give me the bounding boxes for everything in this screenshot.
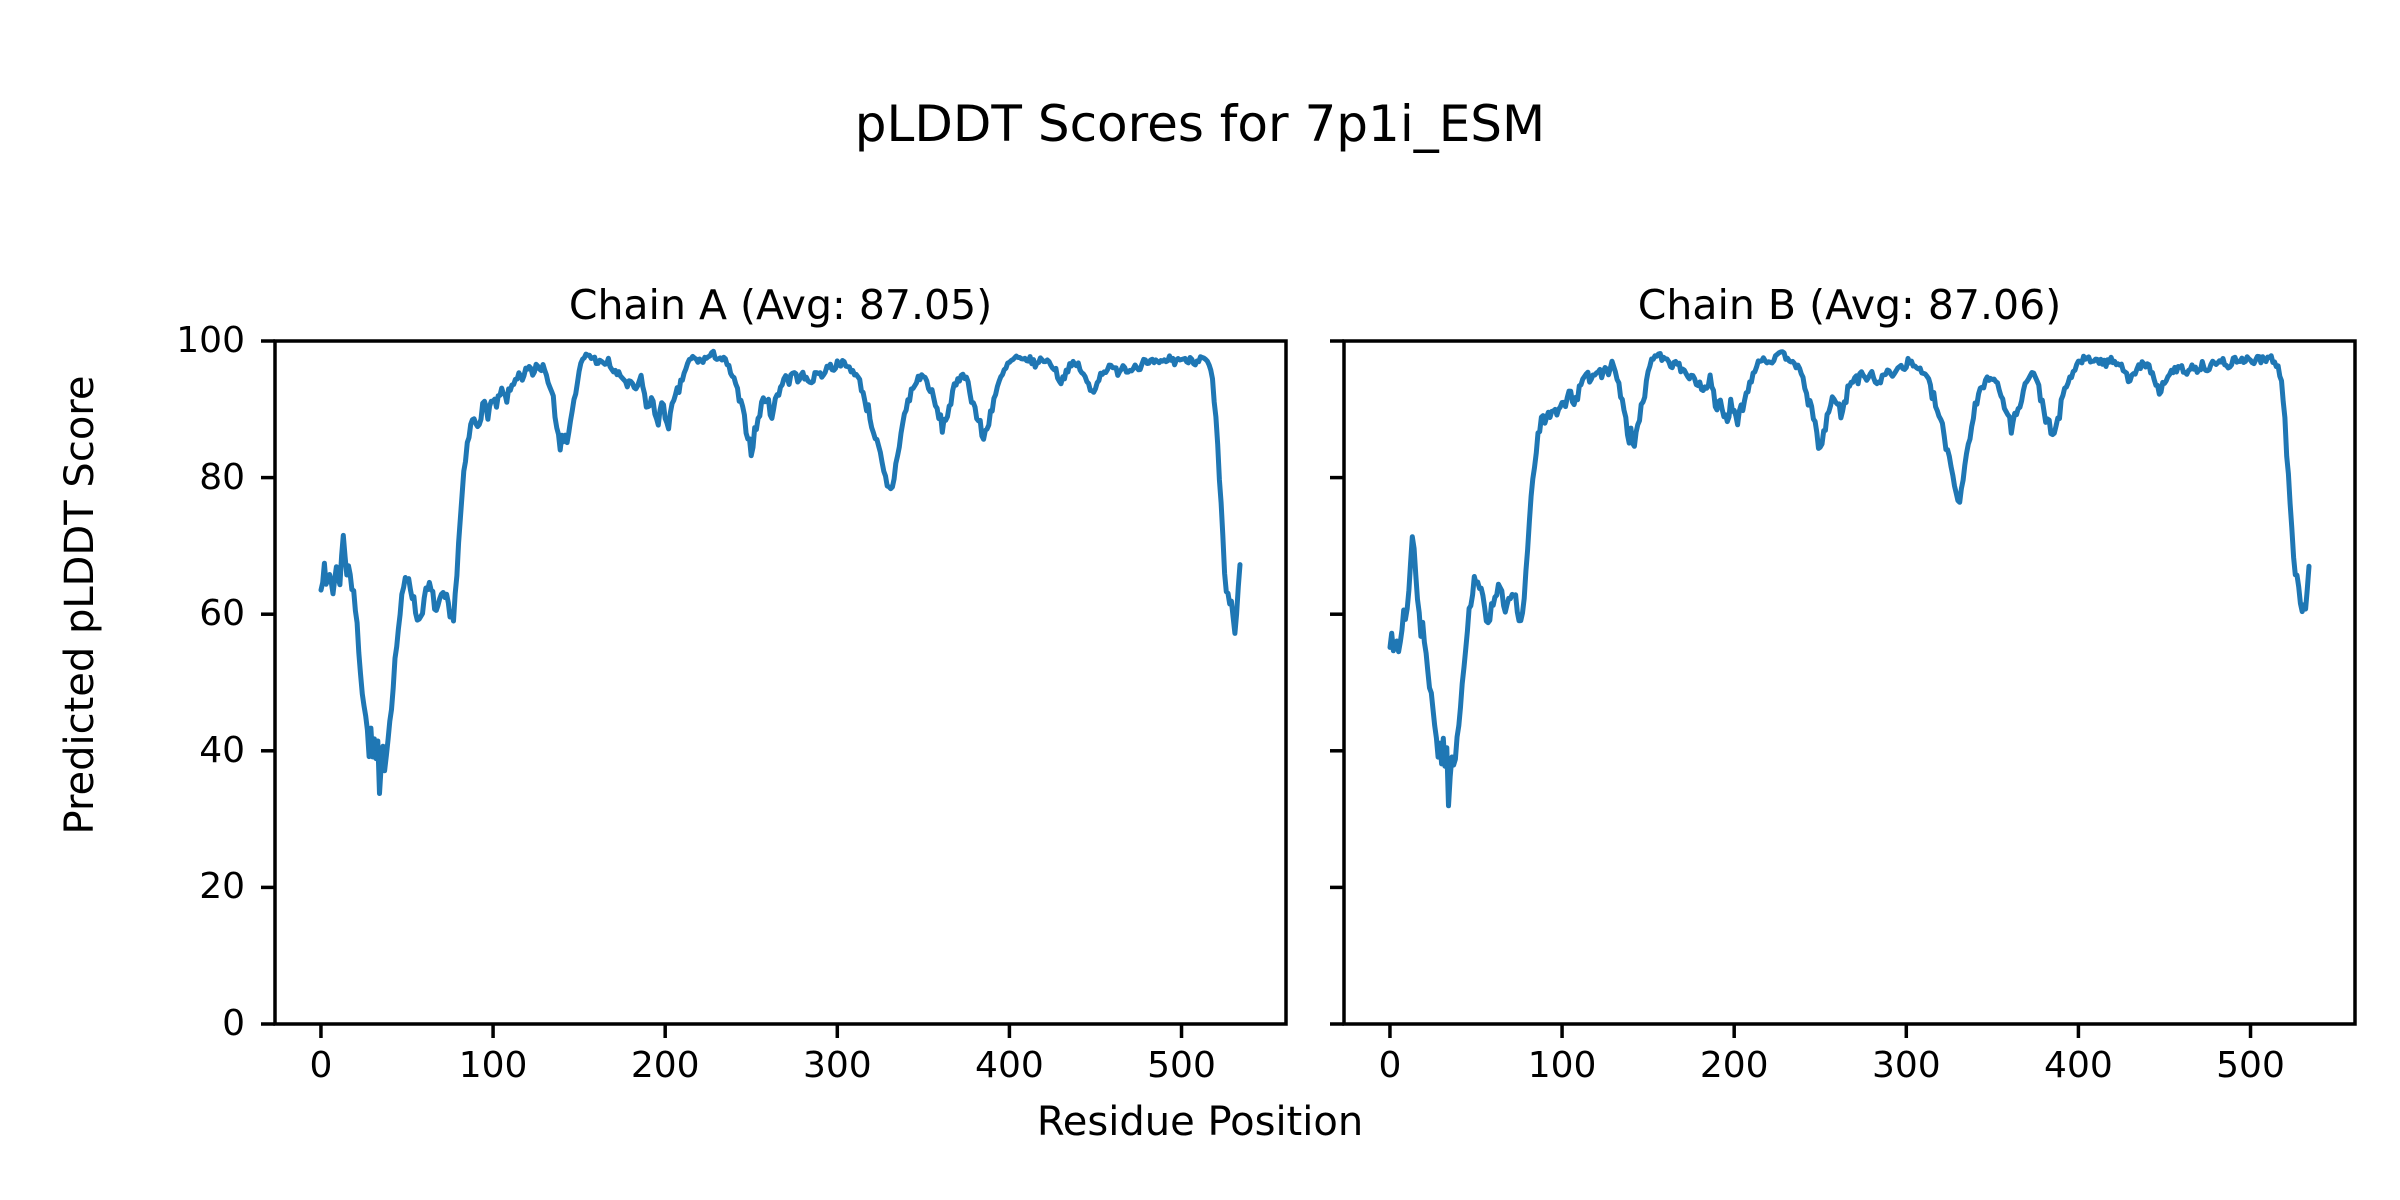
y-tick-label: 0 bbox=[222, 1003, 245, 1044]
x-tick-label: 100 bbox=[1527, 1045, 1597, 1086]
chain-b-subplot: Chain B (Avg: 87.06) 0 100 200 300 400 500 bbox=[1330, 281, 2357, 1085]
y-tick-label: 100 bbox=[176, 320, 245, 361]
y-tick-label: 20 bbox=[199, 866, 245, 908]
plddt-line-chain-b bbox=[1387, 349, 2312, 809]
x-tick-label: 300 bbox=[802, 1045, 872, 1086]
axes-spines bbox=[273, 339, 1288, 1026]
x-tick-label: 0 bbox=[1378, 1045, 1402, 1086]
x-tick-label: 300 bbox=[1871, 1045, 1941, 1086]
x-tick-label: 100 bbox=[458, 1045, 528, 1086]
x-tick-label: 500 bbox=[1147, 1045, 1216, 1086]
y-tick-label: 80 bbox=[199, 456, 245, 498]
x-tick-label: 500 bbox=[2216, 1045, 2285, 1086]
chain-a-subplot: Chain A (Avg: 87.05) 0 100 200 300 400 500 0 20… bbox=[176, 281, 1288, 1085]
y-tick-label: 60 bbox=[199, 593, 245, 635]
chain-a-plot-canvas bbox=[261, 339, 1288, 1038]
chain-a-title: Chain A (Avg: 87.05) bbox=[568, 281, 993, 329]
x-tick-label: 200 bbox=[630, 1045, 700, 1086]
x-tick-label: 200 bbox=[1699, 1045, 1769, 1086]
y-tick-label: 40 bbox=[199, 729, 245, 771]
x-tick-label: 0 bbox=[309, 1045, 333, 1086]
plddt-line-chain-a bbox=[318, 348, 1243, 796]
x-tick-label: 400 bbox=[975, 1045, 1044, 1086]
x-axis-label: Residue Position bbox=[1036, 1099, 1364, 1145]
axes-spines bbox=[1342, 339, 2357, 1026]
chain-b-plot-canvas bbox=[1330, 339, 2357, 1038]
chain-b-title: Chain B (Avg: 87.06) bbox=[1637, 281, 2062, 329]
figure-title: pLDDT Scores for 7p1i_ESM bbox=[854, 95, 1546, 153]
x-tick-label: 400 bbox=[2044, 1045, 2113, 1086]
